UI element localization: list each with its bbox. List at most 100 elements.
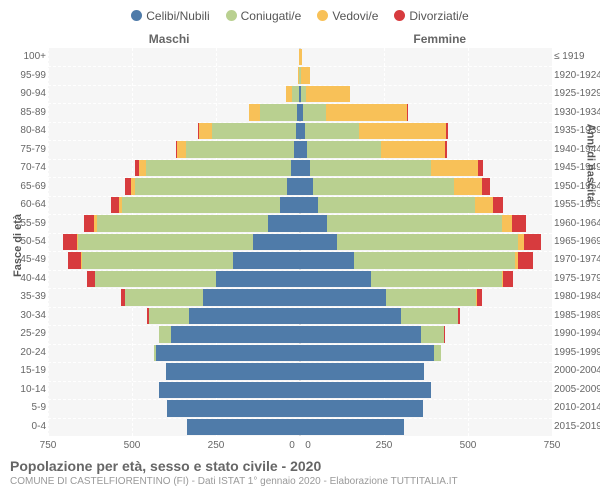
- age-label: 60-64: [2, 199, 46, 210]
- age-row: [48, 49, 552, 65]
- segment: [111, 197, 118, 213]
- gridline: [552, 48, 553, 436]
- legend-swatch: [131, 10, 142, 21]
- birth-label: 1935-1939: [554, 125, 600, 136]
- bar-female: [300, 345, 441, 361]
- segment: [318, 197, 474, 213]
- segment: [159, 382, 300, 398]
- bar-female: [300, 141, 447, 157]
- age-row: [48, 141, 552, 157]
- age-row: [48, 178, 552, 194]
- segment: [327, 215, 502, 231]
- birth-label: 1995-1999: [554, 347, 600, 358]
- segment: [313, 178, 454, 194]
- birth-label: 1975-1979: [554, 273, 600, 284]
- segment: [82, 252, 233, 268]
- segment: [306, 86, 350, 102]
- bar-female: [300, 49, 302, 65]
- age-row: [48, 86, 552, 102]
- segment: [63, 234, 76, 250]
- segment: [300, 400, 423, 416]
- birth-label: ≤ 1919: [554, 51, 600, 62]
- bar-male: [198, 123, 300, 139]
- age-label: 55-59: [2, 218, 46, 229]
- segment: [458, 308, 460, 324]
- age-label: 75-79: [2, 144, 46, 155]
- legend-swatch: [394, 10, 405, 21]
- segment: [300, 49, 302, 65]
- age-label: 15-19: [2, 365, 46, 376]
- bar-male: [154, 345, 300, 361]
- segment: [477, 289, 482, 305]
- segment: [300, 326, 421, 342]
- bar-female: [300, 104, 408, 120]
- segment: [291, 160, 300, 176]
- segment: [478, 160, 483, 176]
- age-label: 50-54: [2, 236, 46, 247]
- x-tick-label: 500: [453, 440, 483, 451]
- segment: [84, 215, 94, 231]
- bar-female: [300, 382, 431, 398]
- segment: [303, 104, 327, 120]
- birth-label: 1925-1929: [554, 88, 600, 99]
- segment: [300, 363, 424, 379]
- segment: [300, 215, 327, 231]
- bar-female: [300, 67, 310, 83]
- age-row: [48, 123, 552, 139]
- legend-label: Coniugati/e: [241, 9, 302, 23]
- age-label: 10-14: [2, 384, 46, 395]
- bar-male: [167, 400, 300, 416]
- bar-male: [159, 382, 300, 398]
- segment: [512, 215, 525, 231]
- age-label: 85-89: [2, 107, 46, 118]
- segment: [301, 67, 310, 83]
- age-label: 0-4: [2, 421, 46, 432]
- bar-male: [286, 86, 300, 102]
- segment: [95, 271, 216, 287]
- birth-label: 1985-1989: [554, 310, 600, 321]
- footer-subtitle: COMUNE DI CASTELFIORENTINO (FI) - Dati I…: [10, 476, 458, 487]
- age-row: [48, 160, 552, 176]
- bar-male: [135, 160, 300, 176]
- segment: [97, 215, 268, 231]
- segment: [307, 141, 381, 157]
- bar-male: [187, 419, 300, 435]
- segment: [189, 308, 300, 324]
- segment: [300, 345, 434, 361]
- bar-male: [249, 104, 300, 120]
- age-label: 80-84: [2, 125, 46, 136]
- bar-female: [300, 160, 483, 176]
- bar-female: [300, 308, 460, 324]
- bar-female: [300, 289, 482, 305]
- bar-male: [166, 363, 300, 379]
- segment: [300, 178, 313, 194]
- birth-label: 1955-1959: [554, 199, 600, 210]
- segment: [337, 234, 518, 250]
- birth-label: 1960-1964: [554, 218, 600, 229]
- segment: [300, 382, 431, 398]
- legend-swatch: [226, 10, 237, 21]
- bar-male: [111, 197, 300, 213]
- gridline-h: [48, 436, 552, 437]
- age-row: [48, 419, 552, 435]
- legend-item: Divorziati/e: [394, 8, 468, 23]
- bar-male: [63, 234, 300, 250]
- segment: [233, 252, 300, 268]
- segment: [444, 326, 445, 342]
- segment: [359, 123, 446, 139]
- segment: [518, 252, 533, 268]
- segment: [305, 123, 359, 139]
- birth-label: 2010-2014: [554, 402, 600, 413]
- x-tick-label: 0: [293, 440, 323, 451]
- birth-label: 1965-1969: [554, 236, 600, 247]
- segment: [493, 197, 503, 213]
- segment: [300, 197, 318, 213]
- segment: [286, 86, 293, 102]
- bar-male: [147, 308, 300, 324]
- legend-item: Coniugati/e: [226, 8, 302, 23]
- header-female: Femmine: [413, 32, 466, 46]
- bar-female: [300, 86, 350, 102]
- segment: [149, 308, 189, 324]
- age-label: 70-74: [2, 162, 46, 173]
- segment: [502, 215, 513, 231]
